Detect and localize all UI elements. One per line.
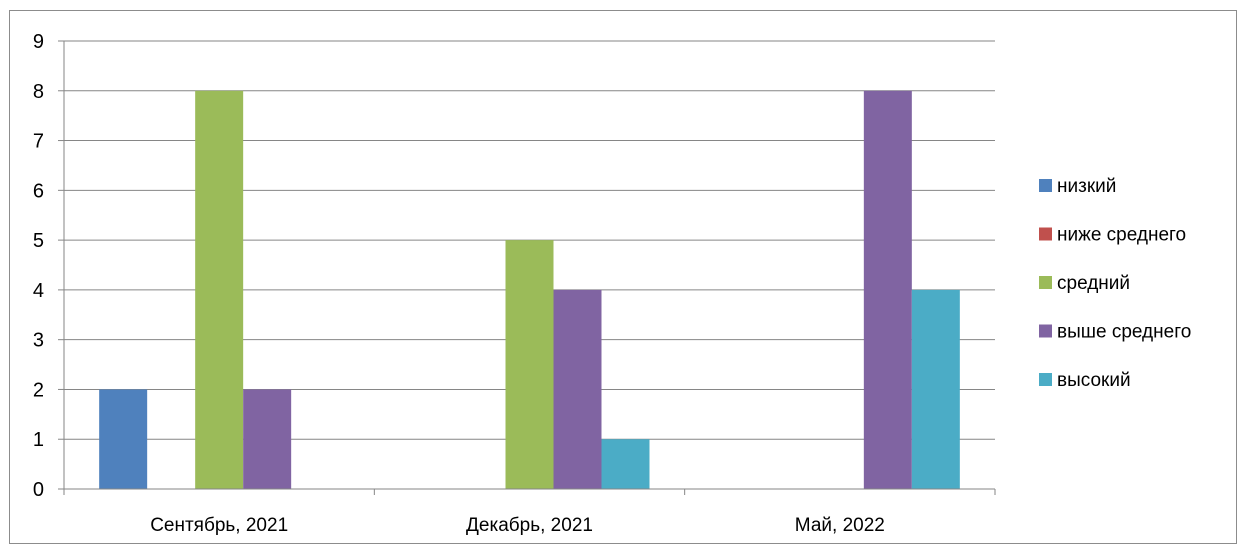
bar bbox=[195, 90, 244, 490]
legend-swatch bbox=[1039, 324, 1052, 338]
bar bbox=[601, 439, 650, 489]
y-tick-label: 7 bbox=[33, 131, 44, 153]
y-tick-label: 8 bbox=[33, 81, 44, 103]
legend-label: выше среднего bbox=[1057, 322, 1191, 343]
y-tick-label: 5 bbox=[33, 230, 44, 252]
x-category-label: Декабрь, 2021 bbox=[466, 515, 593, 536]
y-tick-label: 6 bbox=[33, 180, 44, 202]
legend: низкий ниже среднего средний выше среднего в… bbox=[1039, 176, 1191, 391]
x-category-label: Сентябрь, 2021 bbox=[150, 515, 288, 536]
bars bbox=[99, 90, 960, 490]
bar bbox=[911, 289, 960, 489]
legend-swatch bbox=[1039, 373, 1052, 386]
y-tick-label: 9 bbox=[33, 31, 44, 53]
y-tick-label: 4 bbox=[33, 280, 44, 302]
y-tick-label: 1 bbox=[33, 429, 44, 451]
legend-label: низкий bbox=[1057, 176, 1116, 197]
bar bbox=[863, 90, 912, 490]
axes bbox=[58, 40, 996, 495]
bar bbox=[505, 240, 554, 489]
bar bbox=[243, 389, 292, 489]
bar bbox=[553, 289, 602, 489]
y-tick-label: 3 bbox=[33, 330, 44, 352]
bar bbox=[99, 389, 148, 489]
y-tick-label: 0 bbox=[33, 479, 44, 501]
y-tick-label: 2 bbox=[33, 379, 44, 401]
legend-label: средний bbox=[1057, 273, 1130, 294]
legend-swatch bbox=[1039, 179, 1052, 192]
x-category-label: Май, 2022 bbox=[795, 515, 885, 536]
legend-swatch bbox=[1039, 276, 1052, 289]
legend-swatch bbox=[1039, 227, 1052, 241]
legend-label: высокий bbox=[1057, 370, 1131, 391]
y-tick-labels: 0 1 2 3 4 5 6 7 8 9 bbox=[33, 31, 44, 501]
x-category-labels: Сентябрь, 2021 Декабрь, 2021 Май, 2022 bbox=[150, 515, 885, 536]
legend-label: ниже среднего bbox=[1057, 225, 1186, 246]
